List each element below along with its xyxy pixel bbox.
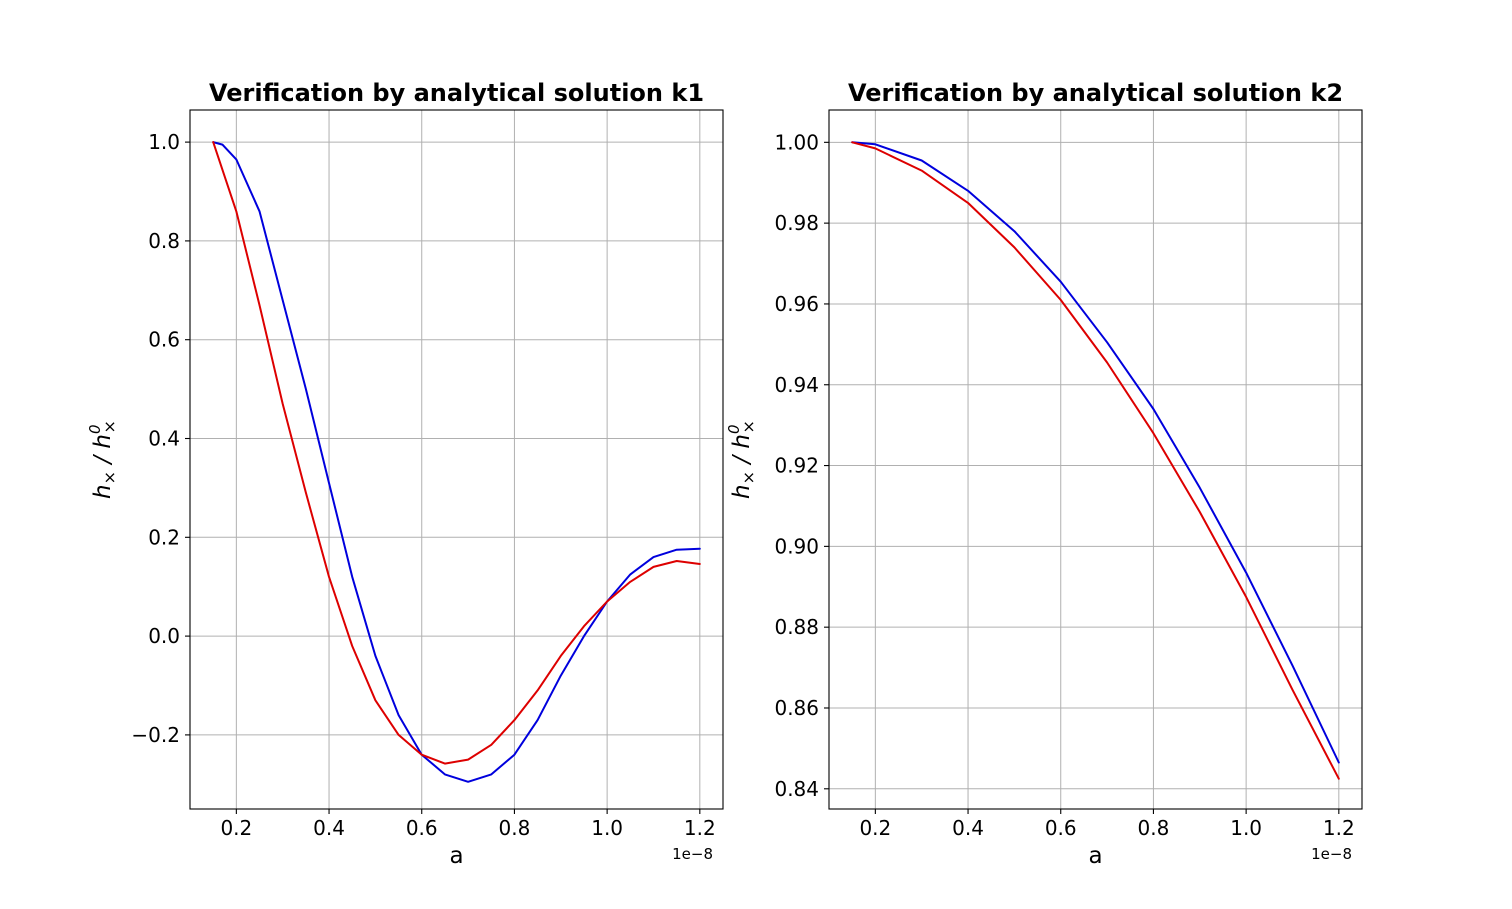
series-line-red — [212, 141, 701, 765]
y-axis-label: h× / h0× — [725, 420, 758, 499]
x-tick-label: 0.2 — [220, 816, 252, 840]
y-tick-label: 0.90 — [774, 534, 819, 558]
y-tick-label: 0.96 — [774, 292, 819, 316]
x-tick-label: 0.2 — [859, 816, 891, 840]
y-tick-label: 0.92 — [774, 454, 819, 478]
series-line-red — [851, 141, 1340, 780]
x-tick-label: 1.2 — [684, 816, 716, 840]
y-axis-label: h× / h0× — [86, 420, 119, 499]
y-label-separator: / — [729, 449, 755, 471]
y-label-base: h — [729, 484, 755, 499]
chart-title: Verification by analytical solution k1 — [209, 79, 704, 107]
x-tick-label: 0.6 — [406, 816, 438, 840]
y-tick-label: 0.4 — [148, 427, 180, 451]
series-line-blue — [212, 141, 701, 783]
chart-k1: 0.2 0.4 0.6 0.8 1.0 1.2 −0.2 0.0 0.2 0.4 0.6 0.8 1.0… — [86, 79, 724, 869]
series-line-blue — [851, 141, 1340, 764]
x-axis-label: a — [449, 843, 463, 869]
y-label-separator: / — [90, 449, 116, 471]
x-tick-label: 1.0 — [1230, 816, 1262, 840]
y-tick-label: 0.2 — [148, 525, 180, 549]
x-offset-label: 1e−8 — [1311, 845, 1352, 863]
y-label-base: h — [90, 484, 116, 499]
y-tick-label: −0.2 — [131, 723, 180, 747]
x-tick-label: 0.4 — [952, 816, 984, 840]
y-tick-label: 0.6 — [148, 328, 180, 352]
y-tick-label: 1.00 — [774, 130, 819, 154]
y-tick-label: 0.0 — [148, 624, 180, 648]
y-label-subscript: × — [739, 471, 758, 484]
y-label-base: h — [90, 434, 116, 449]
y-label-superscript: 0 — [86, 424, 104, 434]
y-tick-label: 0.98 — [774, 211, 819, 235]
y-tick-label: 0.8 — [148, 229, 180, 253]
x-tick-label: 0.8 — [499, 816, 531, 840]
y-label-subscript: × — [100, 471, 119, 484]
x-tick-label: 0.8 — [1138, 816, 1170, 840]
plot-frame — [189, 109, 724, 810]
plot-frame — [828, 109, 1363, 810]
y-tick-label: 0.88 — [774, 615, 819, 639]
y-label-subscript: × — [739, 420, 758, 433]
chart-k2: 0.2 0.4 0.6 0.8 1.0 1.2 0.84 0.86 0.88 0.90 0.92 0.… — [725, 79, 1363, 869]
y-tick-label: 0.84 — [774, 777, 819, 801]
y-label-subscript: × — [100, 420, 119, 433]
y-tick-label: 0.86 — [774, 696, 819, 720]
y-tick-label: 1.0 — [148, 130, 180, 154]
x-axis-label: a — [1088, 843, 1102, 869]
x-offset-label: 1e−8 — [672, 845, 713, 863]
x-tick-label: 0.6 — [1045, 816, 1077, 840]
x-tick-label: 1.0 — [591, 816, 623, 840]
y-tick-label: 0.94 — [774, 373, 819, 397]
y-label-superscript: 0 — [725, 424, 743, 434]
x-tick-label: 1.2 — [1323, 816, 1355, 840]
y-label-base: h — [729, 434, 755, 449]
chart-title: Verification by analytical solution k2 — [848, 79, 1343, 107]
x-tick-label: 0.4 — [313, 816, 345, 840]
